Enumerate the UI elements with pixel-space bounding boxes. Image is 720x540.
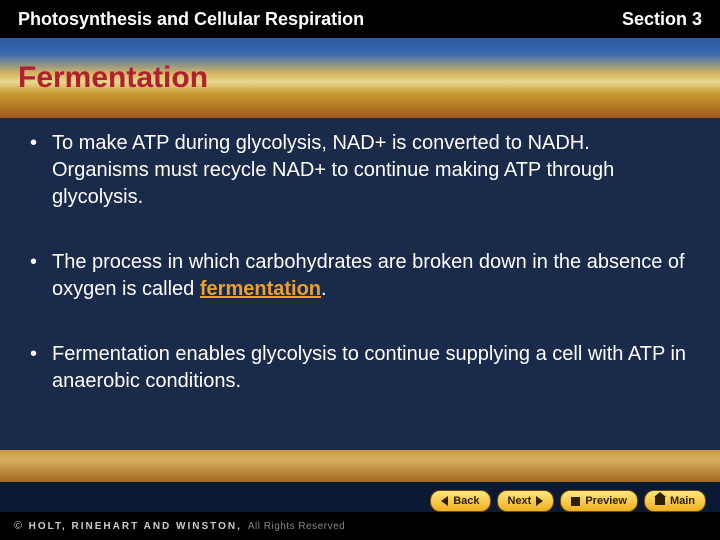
next-label: Next bbox=[508, 495, 532, 507]
next-button[interactable]: Next bbox=[497, 490, 555, 512]
main-button[interactable]: Main bbox=[644, 490, 706, 512]
arrow-left-icon bbox=[441, 496, 448, 506]
chapter-title: Photosynthesis and Cellular Respiration bbox=[18, 9, 364, 30]
title-band: Fermentation bbox=[0, 38, 720, 118]
slide-container: Photosynthesis and Cellular Respiration … bbox=[0, 0, 720, 540]
highlight-term: fermentation bbox=[200, 278, 321, 300]
back-label: Back bbox=[453, 495, 479, 507]
bullet-item: Fermentation enables glycolysis to conti… bbox=[30, 341, 690, 395]
bullet-text-pre: The process in which carbohydrates are b… bbox=[52, 251, 685, 300]
section-label: Section 3 bbox=[622, 9, 702, 30]
copyright-icon: © bbox=[14, 520, 23, 532]
top-bar: Photosynthesis and Cellular Respiration … bbox=[0, 0, 720, 38]
nav-bar: Back Next Preview Main bbox=[430, 490, 706, 512]
copyright: © HOLT, RINEHART AND WINSTON, All Rights… bbox=[14, 520, 345, 532]
preview-button[interactable]: Preview bbox=[560, 490, 638, 512]
footer-bar: © HOLT, RINEHART AND WINSTON, All Rights… bbox=[0, 512, 720, 540]
main-label: Main bbox=[670, 495, 695, 507]
rights-text: All Rights Reserved bbox=[248, 521, 345, 532]
publisher-name: HOLT, RINEHART AND WINSTON, bbox=[29, 521, 242, 532]
ground-strip bbox=[0, 450, 720, 482]
content-area: To make ATP during glycolysis, NAD+ is c… bbox=[30, 130, 690, 433]
bullet-list: To make ATP during glycolysis, NAD+ is c… bbox=[30, 130, 690, 395]
square-icon bbox=[571, 497, 580, 506]
arrow-right-icon bbox=[536, 496, 543, 506]
home-icon bbox=[655, 497, 665, 505]
bullet-text-post: . bbox=[321, 278, 327, 300]
bullet-item: To make ATP during glycolysis, NAD+ is c… bbox=[30, 130, 690, 211]
slide-title: Fermentation bbox=[18, 61, 208, 95]
preview-label: Preview bbox=[585, 495, 627, 507]
back-button[interactable]: Back bbox=[430, 490, 490, 512]
bullet-item: The process in which carbohydrates are b… bbox=[30, 249, 690, 303]
bullet-text: To make ATP during glycolysis, NAD+ is c… bbox=[52, 132, 614, 208]
bullet-text: Fermentation enables glycolysis to conti… bbox=[52, 343, 686, 392]
